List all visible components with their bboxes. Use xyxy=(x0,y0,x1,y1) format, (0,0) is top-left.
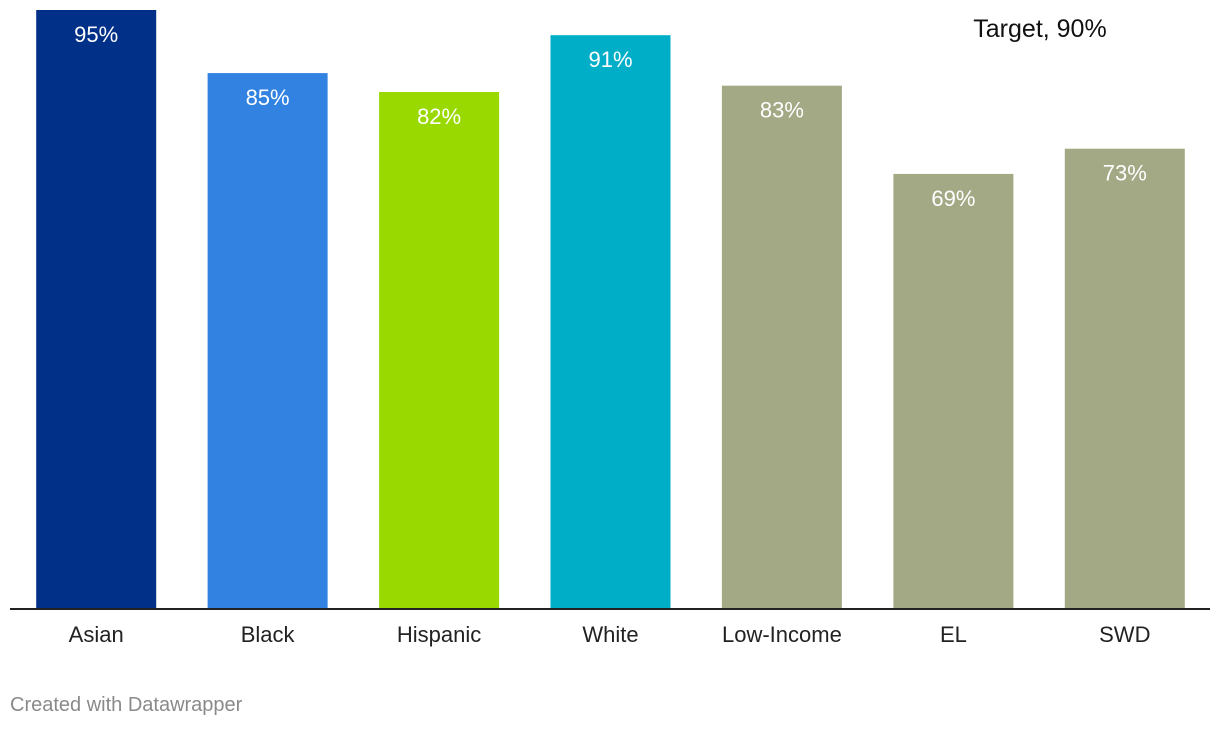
bar-value-label: 69% xyxy=(931,186,975,211)
x-tick-label: Hispanic xyxy=(397,622,481,647)
bar-value-label: 91% xyxy=(588,47,632,72)
target-annotation: Target, 90% xyxy=(973,15,1106,43)
x-tick-label: SWD xyxy=(1099,622,1150,647)
bars-group xyxy=(36,10,1185,610)
x-tick-label: Low-Income xyxy=(722,622,842,647)
bar-swd xyxy=(1064,148,1185,609)
bar-value-label: 95% xyxy=(74,22,118,47)
bar-low-income xyxy=(721,85,842,609)
bar-black xyxy=(207,73,328,610)
footer-credit: Created with Datawrapper xyxy=(10,694,243,716)
bar-el xyxy=(893,173,1014,609)
bar-value-label: 73% xyxy=(1103,161,1147,186)
bar-hispanic xyxy=(379,92,500,609)
bar-value-label: 83% xyxy=(760,98,804,123)
x-tick-label: EL xyxy=(940,622,967,647)
bar-white xyxy=(550,35,671,609)
bar-value-label: 85% xyxy=(246,85,290,110)
bar-value-label: 82% xyxy=(417,104,461,129)
bar-chart: 95% 85% 82% 91% 83% 69% 73% Asian Black Hispanic… xyxy=(10,10,1210,647)
value-labels-group: 95% 85% 82% 91% 83% 69% 73% xyxy=(74,22,1147,211)
x-tick-label: White xyxy=(582,622,638,647)
bar-asian xyxy=(36,10,157,609)
x-tick-label: Black xyxy=(241,622,296,647)
x-tick-label: Asian xyxy=(69,622,124,647)
x-tick-labels-group: Asian Black Hispanic White Low-Income EL SWD xyxy=(69,622,1151,647)
